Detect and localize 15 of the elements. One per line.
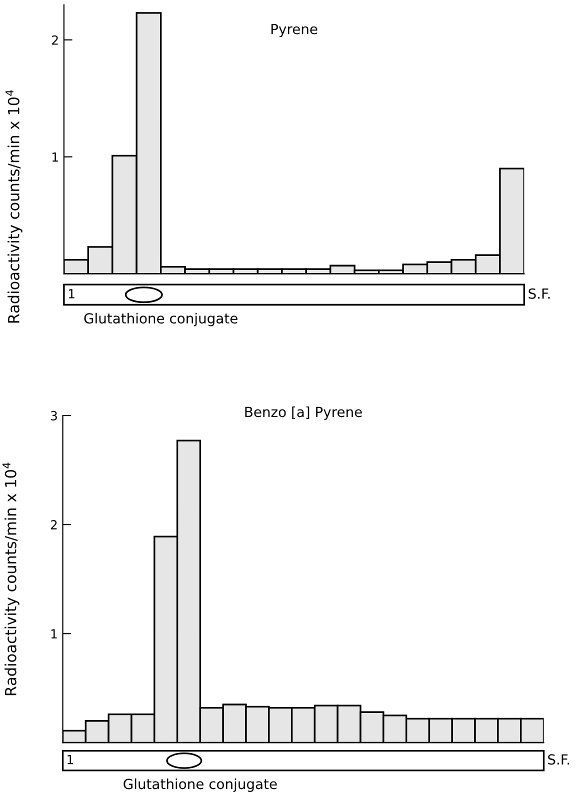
y-tick-label: 1 <box>51 629 57 638</box>
text: Pyrene <box>271 24 318 37</box>
y-tick-label: 1 <box>52 152 58 162</box>
text: S.F. <box>528 288 550 299</box>
y-tick-label: 2 <box>50 520 57 530</box>
text: 1 <box>68 289 74 298</box>
y-axis-title: Radioactivity counts/min x 10$^{4}$ <box>2 462 20 696</box>
y-tick-label: 3 <box>50 410 57 420</box>
y-axis-title: Radioactivity counts/min x 10$^{4}$ <box>6 90 22 323</box>
text: 1 <box>68 754 74 764</box>
chart-title: Benzo [a] Pyrene <box>245 406 362 420</box>
text: Glutathione conjugate <box>84 312 238 326</box>
text: Glutathione conjugate <box>124 778 277 792</box>
text: S.F. <box>548 754 570 765</box>
y-tick-label: 2 <box>52 35 58 45</box>
